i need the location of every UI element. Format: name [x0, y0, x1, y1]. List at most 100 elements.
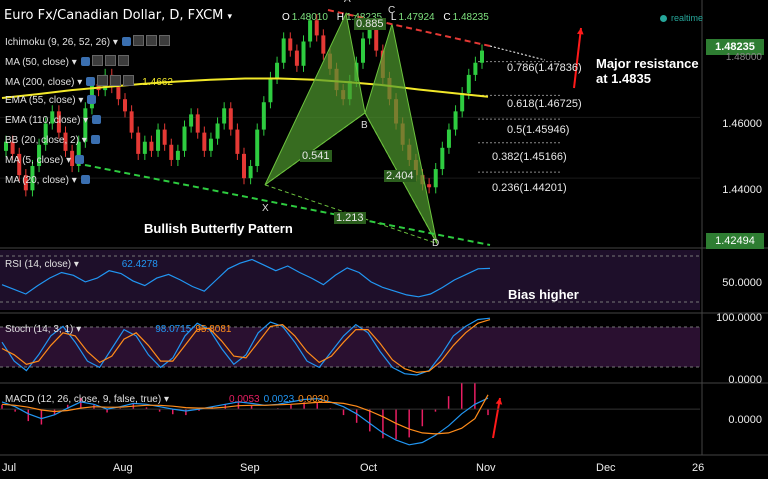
settings-icon[interactable]: [97, 75, 109, 86]
candle-body: [268, 77, 273, 103]
candle-body: [43, 123, 48, 145]
close-icon[interactable]: [117, 55, 129, 66]
settings-icon[interactable]: [132, 35, 144, 46]
resistance-extension: [489, 45, 546, 61]
candle-body: [123, 99, 127, 112]
l-value: 1.47924: [398, 12, 435, 23]
candle-body: [50, 111, 55, 124]
eye-icon[interactable]: [87, 95, 97, 104]
candle-body: [63, 132, 68, 151]
macd-axis-tick: 0.0000: [728, 414, 762, 426]
rsi-controls[interactable]: ▾: [71, 259, 82, 270]
eye-icon[interactable]: [75, 155, 85, 164]
pattern-annotation: Bullish Butterfly Pattern: [144, 221, 293, 236]
close-icon[interactable]: [123, 75, 135, 86]
eye-icon[interactable]: [80, 175, 90, 184]
candle-body: [314, 20, 319, 36]
indicator-ema55[interactable]: EMA (55, close) ▾: [5, 95, 97, 106]
stoch-d-line: [1, 319, 491, 374]
indicator-label: MA (5, close): [5, 155, 64, 166]
ma200-value: 1.4662: [142, 77, 173, 88]
candle-body: [367, 26, 372, 39]
eye-icon[interactable]: [121, 37, 131, 46]
candle-body: [473, 62, 478, 75]
candle-body: [182, 126, 187, 151]
rsi-value: 62.4278: [121, 259, 158, 270]
h-label: H: [336, 12, 344, 23]
indicator-label: EMA (55, close): [5, 95, 76, 106]
candle-body: [374, 26, 379, 51]
indicator-label: Ichimoku (9, 26, 52, 26): [5, 37, 111, 48]
stoch-legend[interactable]: Stoch (14, 3, 1) ▾ 98.0715 95.8081: [5, 324, 232, 335]
macd-legend[interactable]: MACD (12, 26, close, 9, false, true) ▾ 0.…: [5, 394, 329, 405]
candle-body: [453, 111, 458, 130]
eye-icon[interactable]: [92, 115, 102, 124]
point-b-label: B: [361, 120, 368, 131]
rsi-pane: [0, 250, 700, 310]
candle-body: [142, 141, 147, 154]
indicator-ma50[interactable]: MA (50, close) ▾: [5, 55, 129, 68]
support-trendline: [84, 164, 491, 246]
chart-title: Euro Fx/Canadian Dollar, D, FXCM ▾: [4, 8, 233, 23]
current-price-badge: 1.48235: [706, 39, 764, 55]
x-axis-label: 26: [692, 462, 705, 474]
macd-hist-value: 0.0053: [228, 394, 260, 405]
pattern-xd-line: [264, 184, 438, 244]
indicator-ma20[interactable]: MA (20, close) ▾: [5, 175, 90, 186]
stoch-band: [0, 327, 700, 367]
candle-body: [242, 153, 246, 179]
indicator-ema110[interactable]: EMA (110, close) ▾: [5, 115, 102, 126]
low-price-badge: 1.42494: [706, 233, 764, 249]
candle-body: [136, 132, 141, 154]
rsi-legend[interactable]: RSI (14, close) ▾ 62.4278: [5, 259, 158, 270]
point-c-label: C: [388, 5, 396, 16]
resistance-annotation: Major resistance at 1.4835: [596, 56, 699, 86]
candle-body: [446, 129, 451, 148]
add-icon[interactable]: [145, 35, 157, 46]
rsi-label: RSI (14, close): [5, 259, 72, 270]
indicator-ma200[interactable]: MA (200, close) ▾ 1.4662: [5, 75, 173, 88]
candle-body: [149, 141, 154, 151]
indicator-ichimoku[interactable]: Ichimoku (9, 26, 52, 26) ▾: [5, 35, 170, 48]
add-icon[interactable]: [104, 55, 116, 66]
eye-icon[interactable]: [90, 135, 100, 144]
candle-body: [175, 150, 180, 160]
candle-body: [261, 102, 266, 130]
candle-body: [222, 108, 227, 124]
candle-body: [361, 38, 365, 63]
ohlc-readout: O1.48010 H1.48235 L1.47924 C1.48235: [282, 12, 495, 23]
x-axis-label: Nov: [476, 462, 496, 474]
stoch-k-value: 98.0715: [155, 324, 192, 335]
candle-body: [321, 35, 326, 54]
axis-tick: 1.46000: [722, 118, 762, 130]
macd-value: 0.0023: [263, 394, 295, 405]
macd-label: MACD (12, 26, close, 9, false, true): [5, 394, 162, 405]
candle-body: [169, 144, 174, 160]
eye-icon[interactable]: [80, 57, 90, 66]
pattern-bd-line: [364, 112, 438, 244]
title-text: Euro Fx/Canadian Dollar, D, FXCM: [4, 8, 224, 23]
candle-body: [228, 108, 233, 130]
fib-label: 0.382(1.45166): [492, 151, 567, 163]
ratio-xab: 0.541: [300, 150, 332, 162]
macd-signal-line: [1, 394, 489, 435]
close-icon[interactable]: [158, 35, 170, 46]
candle-body: [275, 62, 280, 78]
x-axis-label: Dec: [596, 462, 616, 474]
indicator-ma5[interactable]: MA (5, close) ▾: [5, 155, 85, 166]
indicator-bb[interactable]: BB (20, close, 2) ▾: [5, 135, 100, 146]
point-d-label: D: [432, 238, 440, 249]
candle-body: [480, 50, 484, 63]
ratio-bcd: 2.404: [384, 170, 416, 182]
indicator-label: BB (20, close, 2): [5, 135, 79, 146]
eye-icon[interactable]: [86, 77, 96, 86]
candle-body: [189, 114, 194, 127]
settings-icon[interactable]: [91, 55, 103, 66]
resistance-trendline: [327, 9, 491, 47]
candle-body: [235, 129, 240, 154]
x-axis-label: Aug: [113, 462, 133, 474]
add-icon[interactable]: [110, 75, 122, 86]
point-x-label: X: [262, 203, 269, 214]
bias-arrow-shaft: [573, 27, 582, 89]
